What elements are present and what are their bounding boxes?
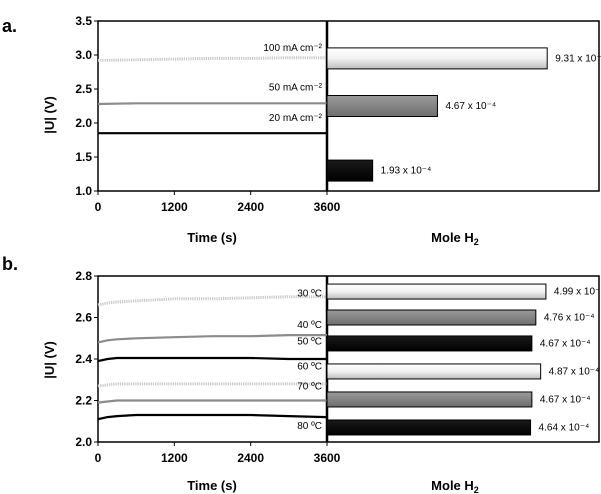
panel-a-letter: a. (2, 16, 17, 36)
series-label: 30 ºC (297, 289, 322, 300)
series-label: 20 mA cm⁻² (269, 113, 323, 124)
series-line (97, 102, 327, 106)
bar (326, 47, 548, 70)
y-tick-label: 1.0 (75, 184, 92, 198)
y-tick-label: 2.2 (75, 394, 92, 408)
y-tick-label: 2.0 (75, 435, 92, 449)
x-tick-label: 2400 (237, 200, 264, 214)
bar-value-label: 9.31 x 10⁻⁴ (555, 53, 601, 64)
series-label: 80 ºC (297, 421, 322, 432)
series-line (97, 295, 327, 307)
bar-value-label: 4.67 x 10⁻⁴ (540, 338, 591, 349)
bar-value-label: 1.93 x 10⁻⁴ (381, 166, 432, 177)
panel-a-bars: 9.31 x 10⁻⁴ 4.67 x 10⁻⁴ 1.93 x 10⁻⁴ (326, 47, 601, 182)
bar-value-label: 4.67 x 10⁻⁴ (540, 394, 591, 405)
y-tick-label: 2.8 (75, 269, 92, 283)
panel-b-bars: 4.99 x 10⁻⁴ 4.76 x 10⁻⁴ 4.67 x 10⁻⁴ 4.87 x … (326, 283, 601, 436)
bar (326, 159, 374, 182)
x-tick-label: 0 (95, 200, 102, 214)
series-label: 70 ºC (297, 381, 322, 392)
panel-b-axes: 2.0 2.2 2.4 2.6 2.8 0 1200 2400 3600 (75, 269, 600, 465)
y-tick-label: 2.0 (75, 116, 92, 130)
series-line (97, 56, 327, 62)
y-tick-label: 2.4 (75, 352, 92, 366)
bar (326, 95, 438, 117)
panel-b-letter: b. (2, 254, 18, 274)
bar (326, 309, 537, 326)
panel-a-series: 100 mA cm⁻² 50 mA cm⁻² 20 mA cm⁻² (97, 43, 327, 135)
panel-a-y-axis-label: |U| (V) (42, 96, 57, 134)
plot-frame (97, 20, 600, 192)
x-tick-label: 3600 (314, 200, 341, 214)
y-tick-label: 2.6 (75, 311, 92, 325)
x-tick-label: 3600 (314, 451, 341, 465)
x-tick-label: 1200 (161, 200, 188, 214)
series-label: 50 mA cm⁻² (269, 83, 323, 94)
y-tick-label: 3.0 (75, 48, 92, 62)
bar (326, 363, 542, 380)
y-tick-label: 3.5 (75, 14, 92, 28)
series-line (97, 334, 327, 344)
series-line (97, 356, 327, 363)
bar (326, 419, 532, 436)
bar-value-label: 4.64 x 10⁻⁴ (539, 422, 590, 433)
y-tick-label: 1.5 (75, 150, 92, 164)
bar (326, 335, 533, 352)
y-tick-label: 2.5 (75, 82, 92, 96)
panel-b-x-axis-label: Time (s) (187, 478, 237, 493)
bar (326, 283, 547, 300)
bar-value-label: 4.99 x 10⁻⁴ (554, 287, 601, 298)
series-line (97, 382, 327, 388)
panel-b-y-axis-label: |U| (V) (42, 341, 57, 379)
series-label: 40 ºC (297, 320, 322, 331)
series-label: 50 ºC (297, 336, 322, 347)
panel-b-bar-axis-label: Mole H2 (431, 478, 479, 494)
bar (326, 391, 533, 408)
series-label: 60 ºC (297, 361, 322, 372)
panel-b: b. 2.0 2.2 2.4 2.6 2.8 0 1200 2400 3600 30 ºC 40 … (2, 254, 601, 494)
x-tick-label: 2400 (237, 451, 264, 465)
series-label: 100 mA cm⁻² (263, 43, 322, 54)
panel-a-x-axis-label: Time (s) (187, 230, 237, 245)
panel-a: a. 1.0 1.5 2.0 2.5 3.0 3.5 0 1200 2400 3600 100 m… (2, 14, 601, 247)
panel-a-axes: 1.0 1.5 2.0 2.5 3.0 3.5 0 1200 2400 3600 (75, 14, 600, 214)
bar-value-label: 4.67 x 10⁻⁴ (445, 101, 496, 112)
bar-value-label: 4.76 x 10⁻⁴ (544, 313, 595, 324)
x-tick-label: 1200 (161, 451, 188, 465)
panel-b-series: 30 ºC 40 ºC 50 ºC 60 ºC 70 ºC 80 ºC (97, 289, 328, 432)
series-line (97, 413, 328, 421)
x-tick-label: 0 (95, 451, 102, 465)
series-line (97, 399, 327, 404)
panel-a-bar-axis-label: Mole H2 (431, 230, 479, 247)
plot-frame (97, 275, 600, 443)
bar-value-label: 4.87 x 10⁻⁴ (549, 366, 600, 377)
